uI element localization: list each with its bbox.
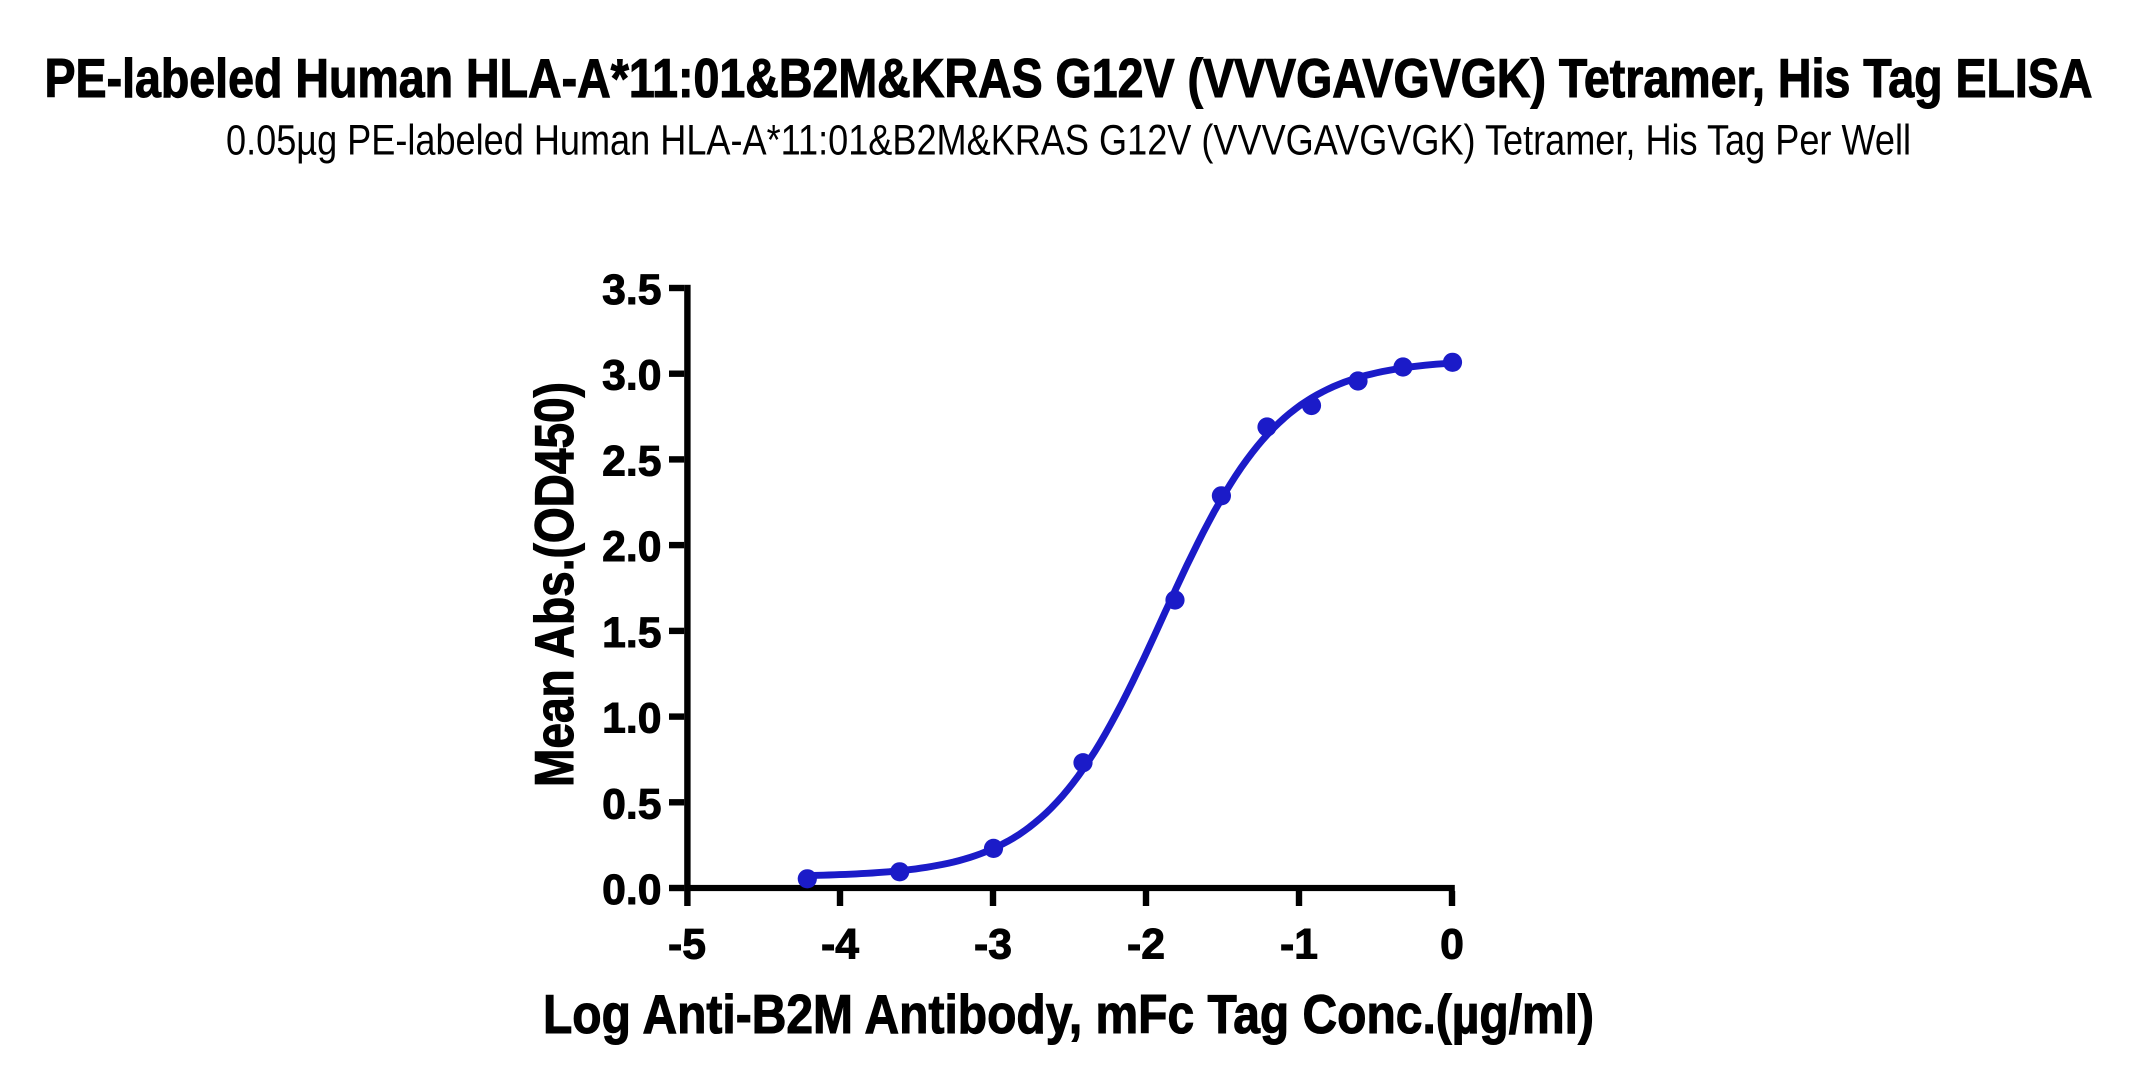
svg-text:3.5: 3.5 xyxy=(602,266,661,314)
svg-text:3.0: 3.0 xyxy=(602,352,661,400)
svg-text:0.0: 0.0 xyxy=(602,866,661,914)
svg-text:0.05µg PE-labeled Human HLA-A*: 0.05µg PE-labeled Human HLA-A*11:01&B2M&… xyxy=(226,117,1911,165)
svg-text:Mean Abs.(OD450): Mean Abs.(OD450) xyxy=(523,382,585,787)
svg-text:-4: -4 xyxy=(821,921,859,969)
svg-text:-2: -2 xyxy=(1127,921,1165,969)
svg-text:0: 0 xyxy=(1440,921,1464,969)
svg-text:-3: -3 xyxy=(974,921,1012,969)
svg-text:0.5: 0.5 xyxy=(602,780,661,828)
svg-text:1.5: 1.5 xyxy=(602,609,661,657)
svg-text:Log Anti-B2M Antibody, mFc Ta: Log Anti-B2M Antibody, mFc Tag Conc.(µg/… xyxy=(543,983,1594,1045)
svg-text:-1: -1 xyxy=(1280,921,1318,969)
svg-text:-5: -5 xyxy=(668,921,706,969)
svg-text:2.5: 2.5 xyxy=(602,437,661,485)
svg-text:PE-labeled Human HLA-A*11:01&B: PE-labeled Human HLA-A*11:01&B2M&KRAS G1… xyxy=(45,47,2093,109)
svg-text:2.0: 2.0 xyxy=(602,523,661,571)
svg-text:1.0: 1.0 xyxy=(602,695,661,743)
